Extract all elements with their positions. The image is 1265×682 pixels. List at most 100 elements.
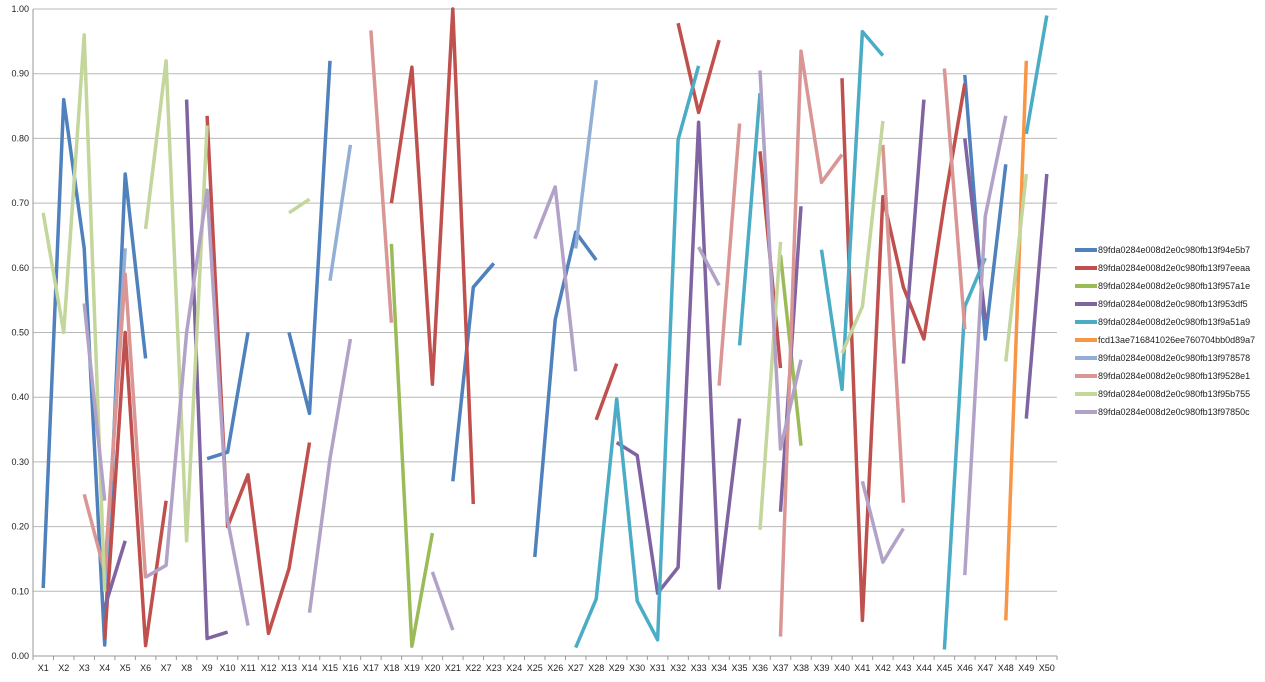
x-tick-label: X23 <box>486 663 502 673</box>
legend-item: 89fda0284e008d2e0c980fb13f95b755 <box>1075 389 1250 399</box>
series-segment <box>533 185 578 372</box>
y-tick-label: 0.70 <box>11 198 29 208</box>
series-segment <box>574 65 701 649</box>
y-tick-label: 0.50 <box>11 328 29 338</box>
x-tick-label: X45 <box>936 663 952 673</box>
x-tick-label: X38 <box>793 663 809 673</box>
x-tick-label: X49 <box>1018 663 1034 673</box>
x-tick-label: X29 <box>609 663 625 673</box>
series-segment <box>389 7 476 505</box>
x-tick-label: X39 <box>813 663 829 673</box>
x-tick-label: X25 <box>527 663 543 673</box>
series-segment <box>717 123 742 386</box>
legend-label: 89fda0284e008d2e0c980fb13f953df5 <box>1098 299 1248 309</box>
x-tick-label: X12 <box>261 663 277 673</box>
series-segment <box>389 243 435 649</box>
x-tick-label: X41 <box>854 663 870 673</box>
x-tick-label: X5 <box>120 663 131 673</box>
legend-label: 89fda0284e008d2e0c980fb13f9528e1 <box>1098 371 1250 381</box>
x-tick-label: X40 <box>834 663 850 673</box>
x-tick-label: X19 <box>404 663 420 673</box>
x-tick-label: X50 <box>1039 663 1055 673</box>
legend-label: 89fda0284e008d2e0c980fb13f97eeaa <box>1098 263 1250 273</box>
series-lines <box>41 7 1049 650</box>
legend-label: 89fda0284e008d2e0c980fb13f95b755 <box>1098 389 1250 399</box>
series-segment <box>1004 173 1029 362</box>
x-tick-label: X47 <box>977 663 993 673</box>
y-tick-label: 0.90 <box>11 69 29 79</box>
legend-item: 89fda0284e008d2e0c980fb13f978578 <box>1075 353 1250 363</box>
series-segment <box>676 22 721 115</box>
series-segment <box>288 197 311 215</box>
series-segment <box>41 33 107 592</box>
legend-label: 89fda0284e008d2e0c980fb13f9a51a9 <box>1098 317 1250 327</box>
x-tick-label: X7 <box>161 663 172 673</box>
legend-label: 89fda0284e008d2e0c980fb13f94e5b7 <box>1098 245 1250 255</box>
axes <box>32 9 1058 660</box>
series-segment <box>328 144 353 281</box>
x-tick-label: X21 <box>445 663 461 673</box>
x-tick-label: X30 <box>629 663 645 673</box>
series-segment <box>840 78 967 623</box>
x-tick-label: X15 <box>322 663 338 673</box>
series-segment <box>819 29 885 392</box>
x-tick-label: X14 <box>301 663 317 673</box>
series-segment <box>287 60 332 416</box>
series-segment <box>103 540 127 609</box>
x-tick-label: X27 <box>568 663 584 673</box>
x-tick-label: X24 <box>506 663 522 673</box>
series-segment <box>758 241 783 530</box>
y-tick-label: 0.10 <box>11 586 29 596</box>
series-segment <box>573 79 598 249</box>
legend-label: 89fda0284e008d2e0c980fb13f97850c <box>1098 407 1250 417</box>
series-segment <box>697 246 721 287</box>
x-tick-label: X33 <box>691 663 707 673</box>
x-tick-label: X20 <box>424 663 440 673</box>
y-tick-label: 0.60 <box>11 263 29 273</box>
legend-label: fcd13ae716841026ee760704bb0d89a7 <box>1098 335 1255 345</box>
y-tick-label: 0.40 <box>11 392 29 402</box>
x-tick-label: X37 <box>773 663 789 673</box>
series-line <box>41 33 1029 592</box>
legend-item: 89fda0284e008d2e0c980fb13f97850c <box>1075 407 1250 417</box>
legend-item: 89fda0284e008d2e0c980fb13f957a1e <box>1075 281 1250 291</box>
series-segment <box>942 257 987 650</box>
series-segment <box>963 115 1008 576</box>
series-segment <box>205 115 312 636</box>
x-tick-label: X26 <box>547 663 563 673</box>
y-tick-label: 1.00 <box>11 4 29 14</box>
series-segment <box>615 120 742 595</box>
x-tick-label: X43 <box>895 663 911 673</box>
x-tick-label: X42 <box>875 663 891 673</box>
x-tick-label: X9 <box>202 663 213 673</box>
x-tick-label: X17 <box>363 663 379 673</box>
x-tick-label: X22 <box>465 663 481 673</box>
legend: 89fda0284e008d2e0c980fb13f94e5b7 89fda028… <box>1075 245 1255 417</box>
legend-item: 89fda0284e008d2e0c980fb13f97eeaa <box>1075 263 1250 273</box>
legend-item: 89fda0284e008d2e0c980fb13f94e5b7 <box>1075 245 1250 255</box>
y-tick-label: 0.20 <box>11 522 29 532</box>
legend-item: 89fda0284e008d2e0c980fb13f953df5 <box>1075 299 1248 309</box>
x-tick-label: X48 <box>998 663 1014 673</box>
y-tick-labels: 0.00 0.10 0.20 0.30 0.40 0.50 0.60 0.70 0.80 0.90… <box>11 4 29 661</box>
y-tick-label: 0.80 <box>11 133 29 143</box>
legend-label: 89fda0284e008d2e0c980fb13f957a1e <box>1098 281 1250 291</box>
series-segment <box>144 188 250 626</box>
series-segment <box>963 74 1008 341</box>
x-tick-label: X13 <box>281 663 297 673</box>
series-line <box>574 15 1049 650</box>
series-segment <box>82 303 107 501</box>
x-tick-label: X8 <box>181 663 192 673</box>
x-tick-label: X32 <box>670 663 686 673</box>
x-tick-label: X31 <box>650 663 666 673</box>
x-tick-label: X28 <box>588 663 604 673</box>
x-tick-label: X44 <box>916 663 932 673</box>
series-line <box>41 60 1008 647</box>
series-segment <box>430 571 455 631</box>
series-segment <box>206 332 250 461</box>
series-segment <box>860 480 905 564</box>
legend-item: fcd13ae716841026ee760704bb0d89a7 <box>1075 335 1255 345</box>
series-segment <box>881 144 906 503</box>
